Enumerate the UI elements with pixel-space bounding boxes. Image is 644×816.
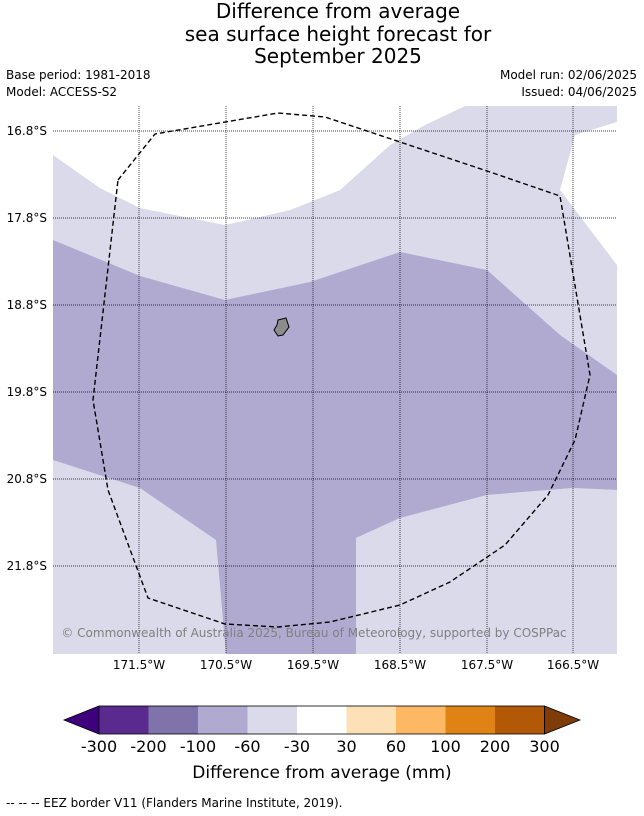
island-shape	[273, 317, 290, 337]
lat-label: 17.8°S	[7, 211, 47, 225]
colorbar-tick: 60	[386, 737, 406, 756]
issued-date: Issued: 04/06/2025	[521, 85, 637, 99]
lon-label: 169.5°W	[287, 658, 339, 672]
lon-label: 171.5°W	[113, 658, 165, 672]
metadata-left: Base period: 1981-2018 Model: ACCESS-S2	[6, 67, 151, 101]
base-period: Base period: 1981-2018	[6, 68, 151, 82]
colorbar-tick: -300	[81, 737, 117, 756]
colorbar-segment	[198, 706, 248, 734]
anomaly-band-medium	[53, 240, 617, 654]
lat-label: 19.8°S	[7, 385, 47, 399]
colorbar-segment	[247, 706, 297, 734]
title-line-1: Difference from average	[215, 0, 461, 23]
colorbar-tick: -60	[234, 737, 260, 756]
colorbar-tick: -200	[130, 737, 166, 756]
colorbar-label: Difference from average (mm)	[192, 763, 451, 783]
colorbar-segment	[445, 706, 495, 734]
eez-border	[92, 112, 591, 628]
colorbar-segment	[495, 706, 545, 734]
anomaly-band-light-bottom-right	[356, 488, 617, 654]
colorbar-segment	[396, 706, 446, 734]
anomaly-band-none-top	[53, 106, 465, 225]
anomaly-band-light-bottom-left	[53, 515, 180, 654]
lon-label: 168.5°W	[374, 658, 426, 672]
colorbar-outline	[98, 705, 545, 735]
colorbar-tick: -30	[284, 737, 310, 756]
colorbar-segment	[346, 706, 396, 734]
metadata-right: Model run: 02/06/2025 Issued: 04/06/2025	[500, 67, 637, 101]
eez-legend-note: -- -- -- EEZ border V11 (Flanders Marine…	[6, 796, 343, 810]
colorbar-tick: 100	[430, 737, 461, 756]
lon-label: 167.5°W	[461, 658, 513, 672]
map-copyright: © Commonwealth of Australia 2025, Bureau…	[61, 626, 566, 640]
colorbar-tick: 30	[336, 737, 356, 756]
colorbar-segment	[148, 706, 198, 734]
map-title: Difference from average sea surface heig…	[0, 0, 644, 68]
lat-label: 18.8°S	[7, 298, 47, 312]
grid-lines	[53, 106, 617, 654]
colorbar-arrow-low	[62, 705, 100, 735]
model-name: Model: ACCESS-S2	[6, 85, 118, 99]
model-run: Model run: 02/06/2025	[499, 68, 637, 82]
colorbar-segment	[297, 706, 347, 734]
map-area: © Commonwealth of Australia 2025, Bureau…	[53, 106, 617, 654]
colorbar-tick: 200	[480, 737, 511, 756]
colorbar: -300 -200 -100 -60 -30 30 60 100 200 300…	[62, 705, 582, 783]
lon-label: 166.5°W	[547, 658, 599, 672]
lon-label: 170.5°W	[200, 658, 252, 672]
colorbar-ticks: -300 -200 -100 -60 -30 30 60 100 200 300	[81, 737, 560, 756]
title-line-2: sea surface height forecast for	[184, 21, 492, 46]
lat-label: 16.8°S	[7, 124, 47, 138]
colorbar-tick: 300	[529, 737, 560, 756]
title-line-3: September 2025	[254, 44, 422, 68]
latitude-labels: 16.8°S 17.8°S 18.8°S 19.8°S 20.8°S 21.8°…	[7, 124, 47, 573]
colorbar-arrow-high	[544, 705, 582, 735]
lat-label: 21.8°S	[7, 559, 47, 573]
colorbar-segment	[99, 706, 149, 734]
colorbar-tick: -100	[180, 737, 216, 756]
lat-label: 20.8°S	[7, 472, 47, 486]
longitude-labels: 171.5°W 170.5°W 169.5°W 168.5°W 167.5°W …	[113, 658, 599, 672]
